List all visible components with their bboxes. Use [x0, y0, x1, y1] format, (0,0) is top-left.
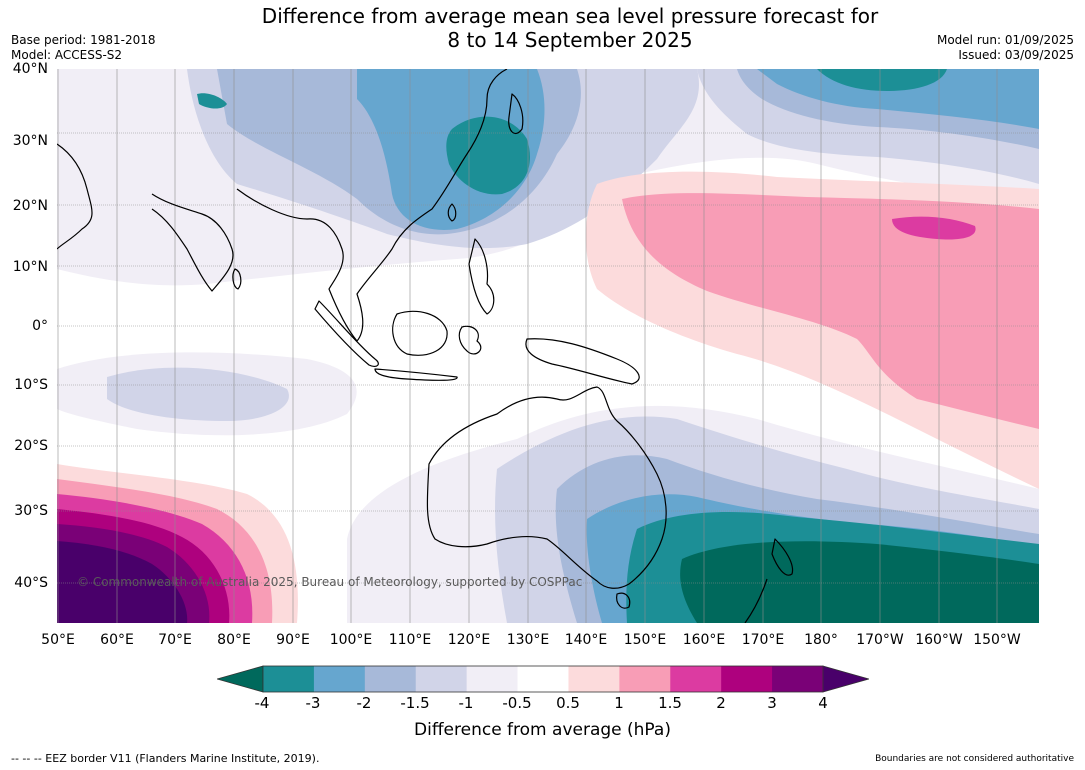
colorbar-tick-neg1: -1 [458, 694, 474, 712]
lon-label-150e: 150°E [623, 632, 667, 648]
colorbar-swatch [670, 666, 722, 692]
colorbar-swatch [313, 666, 366, 692]
title-line-1: Difference from average mean sea level p… [261, 4, 879, 28]
colorbar-swatch [568, 666, 620, 692]
borneo [392, 310, 448, 356]
colorbar-tick-0-5: 0.5 [556, 694, 580, 712]
colorbar-swatch [415, 666, 468, 692]
philippines [468, 238, 495, 315]
colorbar-swatches [263, 666, 824, 692]
lat-label-40n: 40°N [12, 61, 48, 77]
lat-label-30s: 30°S [14, 503, 48, 519]
sw-positive-4 [57, 541, 188, 623]
lat-label-40s: 40°S [14, 575, 48, 591]
colorbar-tick-2: 2 [716, 694, 726, 712]
tasmania [616, 592, 631, 609]
lon-label-160w: 160°W [915, 632, 963, 648]
map-title: Difference from average mean sea level p… [0, 4, 1085, 52]
lon-label-100e: 100°E [329, 632, 373, 648]
arabia-coast [57, 143, 93, 250]
colorbar [215, 665, 871, 693]
colorbar-tick-neg2: -2 [356, 694, 372, 712]
title-line-2: 8 to 14 September 2025 [447, 28, 693, 52]
colorbar-swatch [517, 666, 569, 692]
himalaya-negative-4 [197, 93, 227, 109]
colorbar-high-arrow [822, 665, 871, 693]
taiwan [447, 203, 457, 222]
new-guinea [525, 338, 640, 385]
lat-label-equator: 0° [32, 318, 48, 334]
lon-label-180: 180° [804, 632, 838, 648]
colorbar-tick-neg3: -3 [305, 694, 321, 712]
lon-label-60e: 60°E [100, 632, 134, 648]
model-name: Model: ACCESS-S2 [11, 48, 123, 62]
lon-label-150w: 150°W [973, 632, 1021, 648]
colorbar-tick-neg0-5: -0.5 [502, 694, 532, 712]
pacific-positive-15 [892, 216, 976, 240]
indian-ocean-15 [107, 367, 289, 421]
colorbar-tick-neg1-5: -1.5 [400, 694, 430, 712]
lon-label-120e: 120°E [447, 632, 491, 648]
ne-negative-4 [817, 69, 947, 91]
map-gridlines [57, 69, 1039, 623]
colorbar-tick-3: 3 [767, 694, 777, 712]
north-negative-4 [446, 116, 530, 195]
colorbar-swatch [466, 666, 519, 692]
south-negative-lt4 [680, 541, 1039, 623]
australia-coast [426, 386, 667, 589]
india-coast [151, 193, 234, 292]
eez-border-note: -- -- -- EEZ border V11 (Flanders Marine… [11, 752, 320, 765]
new-zealand-north [771, 538, 794, 576]
colorbar-label: Difference from average (hPa) [414, 720, 671, 740]
pressure-anomaly-map [57, 69, 1039, 623]
lat-label-20s: 20°S [14, 438, 48, 454]
base-period: Base period: 1981-2018 [11, 33, 156, 47]
lon-label-90e: 90°E [276, 632, 310, 648]
lat-label-30n: 30°N [12, 133, 48, 149]
sulawesi [458, 325, 482, 355]
copyright-note: © Commonwealth of Australia 2025, Bureau… [77, 575, 583, 589]
colorbar-swatch [263, 666, 315, 692]
model-run: Model run: 01/09/2025 [936, 33, 1074, 47]
pacific-positive-1 [622, 193, 1039, 429]
sri-lanka [232, 268, 242, 290]
colorbar-low-arrow [215, 665, 264, 693]
boundaries-disclaimer: Boundaries are not considered authoritat… [875, 754, 1074, 764]
lon-label-160e: 160°E [682, 632, 726, 648]
lon-label-80e: 80°E [217, 632, 251, 648]
coastlines [57, 69, 794, 623]
lat-label-20n: 20°N [12, 198, 48, 214]
colorbar-swatch [619, 666, 671, 692]
lon-label-130e: 130°E [506, 632, 550, 648]
lon-label-50e: 50°E [41, 632, 75, 648]
colorbar-tick-neg4: -4 [254, 694, 270, 712]
se-asia-coast [236, 69, 508, 342]
colorbar-frame [262, 665, 824, 693]
issued-date: Issued: 03/09/2025 [958, 48, 1074, 62]
java [374, 368, 458, 381]
colorbar-tick-4: 4 [818, 694, 828, 712]
lon-label-110e: 110°E [388, 632, 432, 648]
colorbar-swatch [772, 666, 824, 692]
colorbar-swatch [364, 666, 417, 692]
colorbar-swatch [721, 666, 773, 692]
lat-label-10s: 10°S [14, 377, 48, 393]
colorbar-tick-1: 1 [614, 694, 624, 712]
colorbar-graphic [215, 665, 871, 693]
lon-label-170w: 170°W [856, 632, 904, 648]
map-canvas [57, 69, 1039, 623]
lon-label-70e: 70°E [158, 632, 192, 648]
run-info: Model run: 01/09/2025 Issued: 03/09/2025 [937, 33, 1074, 63]
ne-negative-3 [757, 69, 1039, 129]
lon-label-140e: 140°E [564, 632, 608, 648]
lon-label-170e: 170°E [741, 632, 785, 648]
lat-label-10n: 10°N [12, 259, 48, 275]
model-info: Base period: 1981-2018 Model: ACCESS-S2 [11, 33, 156, 63]
sumatra [314, 300, 379, 368]
new-zealand-south [744, 578, 768, 623]
japan [508, 93, 524, 134]
colorbar-tick-1-5: 1.5 [658, 694, 682, 712]
